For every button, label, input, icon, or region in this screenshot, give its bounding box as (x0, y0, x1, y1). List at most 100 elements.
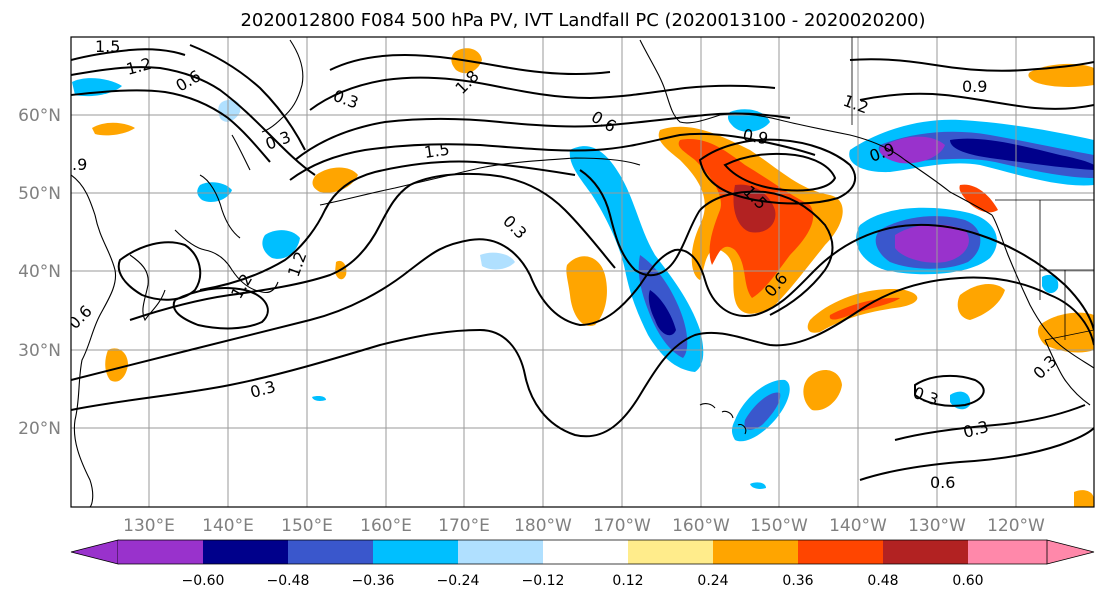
colorbar-tick-label: −0.36 (352, 573, 395, 589)
colorbar-tick-label: 0.36 (782, 573, 813, 589)
lat-label-60n: 60°N (18, 106, 61, 126)
contour-main-4 (199, 160, 576, 291)
contour-label: 0.9 (962, 77, 987, 96)
lon-label-120w: 120°W (987, 516, 1045, 536)
graticule (71, 37, 1094, 507)
contour-upper-left-3 (71, 89, 271, 163)
borders (851, 37, 1094, 341)
contour-east-1 (859, 92, 1094, 110)
contour-south-2 (894, 404, 1086, 441)
coastline-kamchatka (261, 39, 304, 133)
colorbar: −0.60 −0.48 −0.36 −0.24 −0.12 0.12 0.24 … (70, 539, 1095, 589)
negative-anomaly-northeast-deep (950, 138, 1094, 170)
colorbar-extend-min (70, 539, 119, 565)
negative-anomaly-central-pacific-peak (648, 290, 676, 336)
figure-title: 2020012800 F084 500 hPa PV, IVT Landfall… (240, 10, 925, 31)
positive-anomaly-patch-4 (105, 348, 128, 382)
lon-label-130e: 130°E (123, 516, 175, 536)
colorbar-segment (203, 540, 288, 564)
shading-layer (72, 48, 1094, 507)
colorbar-tick-labels: −0.60 −0.48 −0.36 −0.24 −0.12 0.12 0.24 … (182, 573, 984, 589)
contour-upper-left-1 (71, 48, 186, 61)
coastline-japan (174, 134, 279, 294)
contour-jet-3 (309, 76, 776, 111)
contour-west-loop-2 (172, 287, 269, 330)
colorbar-tick-label: −0.60 (182, 573, 225, 589)
positive-anomaly-patch-5 (957, 283, 1005, 320)
latitude-labels: 60°N 50°N 40°N 30°N 20°N (18, 106, 61, 439)
lat-label-30n: 30°N (18, 341, 61, 361)
coastline-baja (1044, 339, 1091, 406)
positive-anomaly-patch-1 (803, 369, 842, 411)
coastline-korea (129, 254, 166, 322)
coastline-alaska (639, 39, 993, 216)
contour-main-1 (71, 276, 1094, 438)
positive-anomaly-east-pacific-core (829, 297, 900, 320)
contour-jet-1 (289, 132, 816, 181)
lon-label-170e: 170°E (438, 516, 490, 536)
coastline-east-asia (71, 174, 117, 507)
positive-anomaly-central-pacific (566, 256, 607, 326)
lon-label-160w: 160°W (672, 516, 730, 536)
contours (71, 44, 1094, 481)
lon-label-150e: 150°E (281, 516, 333, 536)
negative-anomaly-patch-1 (262, 230, 300, 259)
colorbar-tick-label: −0.12 (522, 573, 565, 589)
positive-anomaly-patch-7 (1028, 63, 1094, 87)
colorbar-segment (883, 540, 968, 564)
negative-anomaly-hawaii-core (744, 392, 781, 430)
contour-jet-4 (329, 53, 611, 76)
border-us-states (1039, 200, 1094, 340)
colorbar-tick-label: −0.48 (267, 573, 310, 589)
colorbar-segment (798, 540, 883, 564)
lon-label-160e: 160°E (360, 516, 412, 536)
negative-anomaly-patch-10 (750, 482, 766, 489)
contour-label: 1.5 (423, 140, 451, 162)
contour-ak-low-1 (698, 138, 857, 205)
contour-label: .9 (72, 155, 87, 174)
colorbar-tick-label: 0.60 (952, 573, 983, 589)
coastline-hawaii (699, 403, 747, 435)
lon-label-140e: 140°E (202, 516, 254, 536)
negative-anomaly-patch-7 (1042, 274, 1059, 294)
colorbar-extend-max (1046, 539, 1095, 565)
colorbar-tick-label: 0.24 (697, 573, 728, 589)
negative-anomaly-patch-8 (218, 99, 241, 122)
colorbar-tick-label: 0.12 (612, 573, 643, 589)
contour-south-1 (859, 427, 1094, 481)
negative-anomaly-patch-9 (312, 396, 326, 401)
contour-west-loop-1 (117, 241, 202, 301)
colorbar-segment (968, 540, 1047, 564)
positive-anomaly-patch-10 (959, 184, 998, 213)
positive-anomaly-patch-11 (1074, 490, 1094, 507)
contour-ak-low-2 (723, 152, 837, 192)
contour-upper-left-2 (71, 66, 316, 176)
positive-anomaly-patch-6 (1037, 312, 1094, 353)
negative-anomaly-patch-4 (480, 252, 515, 270)
lon-label-130w: 130°W (908, 516, 966, 536)
map-frame (70, 36, 1095, 508)
contour-label: 0.9 (741, 125, 769, 148)
contour-main-3 (129, 172, 616, 321)
lat-label-50n: 50°N (18, 184, 61, 204)
contour-main-2 (71, 223, 1094, 381)
lon-label-180w: 180°W (514, 516, 572, 536)
lon-label-140w: 140°W (829, 516, 887, 536)
negative-anomaly-northeast-peak (879, 136, 945, 164)
lon-label-150w: 150°W (750, 516, 808, 536)
colorbar-segment (543, 540, 628, 564)
colorbar-tick-label: −0.24 (437, 573, 480, 589)
lon-label-170w: 170°W (593, 516, 651, 536)
negative-anomaly-offshore-peak (895, 224, 969, 263)
colorbar-segment (713, 540, 798, 564)
border-us-mexico (1044, 329, 1094, 341)
coastline-aleutians (319, 157, 641, 206)
contour-east-2 (849, 58, 1094, 72)
colorbar-segment (118, 540, 203, 564)
lat-label-20n: 20°N (18, 419, 61, 439)
contour-label: 1.5 (95, 37, 120, 56)
contour-ridge-2 (699, 190, 834, 316)
contour-label: 0.6 (930, 473, 955, 492)
